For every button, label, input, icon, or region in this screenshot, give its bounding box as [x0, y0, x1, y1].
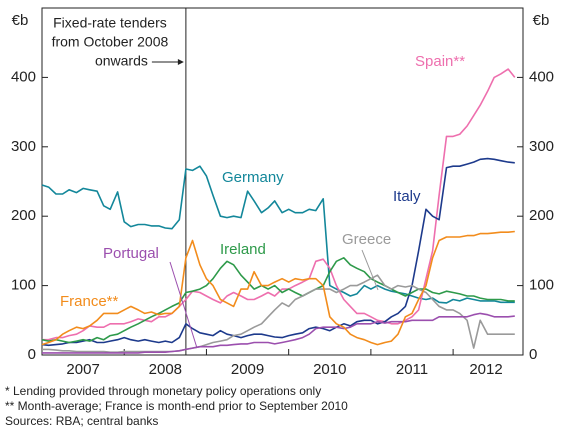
leader-line: [361, 249, 379, 291]
series-label: Germany: [222, 169, 284, 186]
y2-tick-label: 300: [529, 138, 554, 155]
footnote: ** Month-average; France is month-end pr…: [5, 399, 348, 413]
y2-axis-label: €b: [533, 12, 550, 29]
series-label: Spain**: [415, 53, 465, 70]
y-tick-label: 0: [28, 346, 36, 363]
footnote: Sources: RBA; central banks: [5, 414, 158, 428]
annotation-text: Fixed-rate tenders: [53, 15, 167, 31]
x-tick-label: 2012: [469, 361, 502, 378]
annotation-text: from October 2008: [52, 34, 169, 50]
y2-tick-label: 0: [529, 346, 537, 363]
y-tick-label: 100: [11, 277, 36, 294]
y-axis-label: €b: [12, 12, 29, 29]
series-line: [42, 68, 516, 341]
arrow-head: [177, 59, 184, 65]
annotation-text: onwards: [95, 53, 148, 69]
series-label: France**: [60, 293, 119, 310]
plot-frame: [41, 7, 524, 356]
x-tick-label: 2009: [231, 361, 264, 378]
x-tick-label: 2008: [149, 361, 182, 378]
series-line: [42, 312, 515, 354]
y-tick-label: 400: [11, 68, 36, 85]
y-tick-label: 300: [11, 138, 36, 155]
leader-line: [169, 261, 198, 349]
x-tick-label: 2011: [396, 361, 428, 378]
y2-tick-label: 200: [529, 207, 554, 224]
footnote: * Lending provided through monetary poli…: [5, 384, 321, 398]
series-line: [41, 157, 515, 347]
series-line: [41, 257, 515, 344]
x-tick-label: 2010: [313, 361, 346, 378]
series-line: [42, 274, 515, 353]
series-label: Italy: [393, 188, 421, 205]
series-line: [41, 230, 515, 346]
series-line: [41, 165, 515, 304]
y-tick-label: 200: [11, 207, 36, 224]
y2-tick-label: 100: [529, 277, 554, 294]
series-label: Greece: [342, 231, 391, 248]
series-label: Ireland: [220, 241, 266, 258]
y2-tick-label: 400: [529, 68, 554, 85]
series-label: Portugal: [103, 245, 159, 262]
x-tick-label: 2007: [66, 361, 99, 378]
